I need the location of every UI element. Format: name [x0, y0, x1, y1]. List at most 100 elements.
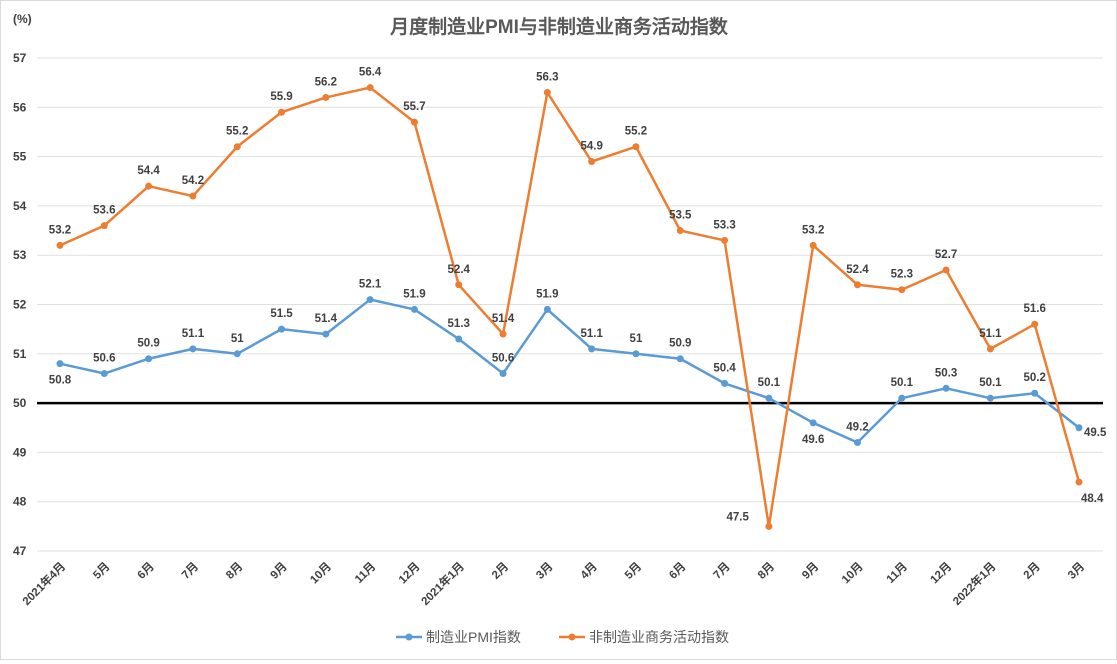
data-label: 55.9 — [270, 91, 292, 103]
data-label: 50.2 — [1024, 372, 1046, 384]
series-line — [59, 86, 1081, 528]
x-tick-label: 2021年4月 — [19, 559, 68, 608]
data-point — [721, 236, 729, 244]
x-tick-label: 12月 — [396, 560, 422, 586]
series-1: 53.2 53.6 54.4 54.2 55.2 55.9 56.2 56.4 55.7 52.4… — [49, 67, 1104, 530]
y-tick-label: 53 — [13, 248, 27, 262]
data-label: 51 — [231, 333, 244, 345]
series-line — [59, 298, 1080, 444]
data-point — [56, 241, 64, 249]
data-label: 50.4 — [713, 362, 736, 374]
data-label: 50.1 — [758, 377, 781, 389]
data-point — [1075, 424, 1083, 432]
data-point — [676, 355, 684, 363]
y-tick-label: 55 — [13, 150, 27, 164]
x-tick-label: 5月 — [91, 560, 113, 582]
data-point — [322, 93, 330, 101]
data-point — [853, 439, 861, 447]
x-tick-label: 10月 — [308, 560, 334, 586]
data-point — [809, 241, 817, 249]
y-tick-label: 56 — [13, 100, 27, 114]
data-point — [588, 345, 596, 353]
data-point — [455, 281, 463, 289]
data-label: 49.2 — [846, 422, 868, 434]
data-label: 48.4 — [1081, 493, 1104, 505]
data-point — [765, 394, 773, 402]
data-label: 50.9 — [137, 338, 159, 350]
data-label: 49.5 — [1084, 427, 1107, 439]
y-axis-label: (%) — [13, 12, 32, 26]
data-point — [942, 266, 950, 274]
data-point — [986, 345, 994, 353]
data-label: 54.2 — [182, 175, 204, 187]
data-label: 52.4 — [448, 264, 471, 276]
data-label: 52.3 — [891, 269, 913, 281]
data-point — [632, 143, 640, 151]
data-label: 51.3 — [448, 318, 470, 330]
data-point — [676, 227, 684, 235]
y-tick-label: 52 — [13, 298, 27, 312]
x-tick-label: 2月 — [489, 560, 511, 582]
x-tick-label: 7月 — [179, 560, 201, 582]
data-label: 51.4 — [315, 313, 338, 325]
data-label: 50.1 — [891, 377, 914, 389]
data-label: 51.4 — [492, 313, 515, 325]
legend-label: 制造业PMI指数 — [426, 629, 521, 645]
legend-item-0: 制造业PMI指数 — [396, 629, 521, 645]
x-tick-label: 11月 — [352, 560, 378, 586]
x-tick-label: 10月 — [839, 560, 865, 586]
data-point — [1031, 389, 1039, 397]
data-point — [588, 158, 596, 166]
data-point — [100, 370, 108, 378]
data-label: 53.2 — [802, 224, 824, 236]
data-point — [455, 335, 463, 343]
series-0: 50.8 50.6 50.9 51.1 51 51.5 51.4 52.1 51.9 51.3 50… — [49, 279, 1107, 447]
data-label: 56.4 — [359, 67, 382, 79]
data-label: 51.1 — [182, 328, 205, 340]
data-label: 55.2 — [625, 126, 647, 138]
y-tick-label: 49 — [13, 445, 27, 459]
data-label: 51.1 — [580, 328, 603, 340]
data-label: 50.9 — [669, 338, 691, 350]
data-point — [898, 394, 906, 402]
x-tick-label: 2021年1月 — [418, 559, 467, 608]
data-label: 50.8 — [49, 375, 72, 387]
x-tick-label: 3月 — [534, 560, 556, 582]
data-point — [632, 350, 640, 358]
x-tick-label: 9月 — [799, 560, 821, 582]
data-label: 51.5 — [270, 308, 293, 320]
x-tick-label: 5月 — [622, 560, 644, 582]
data-point — [56, 360, 64, 368]
data-label: 53.2 — [49, 224, 71, 236]
legend-item-1: 非制造业商务活动指数 — [559, 629, 729, 645]
data-point — [278, 108, 286, 116]
data-point — [233, 350, 241, 358]
y-tick-label: 47 — [13, 544, 27, 558]
data-point — [189, 192, 197, 200]
x-tick-label: 12月 — [928, 560, 954, 586]
data-point — [942, 384, 950, 392]
data-point — [322, 330, 330, 338]
data-label: 50.6 — [492, 353, 514, 365]
data-label: 53.6 — [93, 205, 115, 217]
data-point — [543, 89, 551, 97]
data-point — [809, 419, 817, 427]
data-label: 53.3 — [713, 219, 735, 231]
data-label: 51.9 — [403, 288, 425, 300]
x-tick-label: 3月 — [1065, 560, 1087, 582]
data-point — [145, 355, 153, 363]
x-tick-label: 8月 — [223, 560, 245, 582]
data-label: 56.3 — [536, 72, 558, 84]
data-point — [410, 118, 418, 126]
data-point — [853, 281, 861, 289]
chart-title: 月度制造业PMI与非制造业商务活动指数 — [389, 15, 729, 38]
y-tick-label: 48 — [13, 495, 27, 509]
data-point — [721, 379, 729, 387]
y-tick-label: 54 — [13, 199, 27, 213]
data-point — [1075, 478, 1083, 486]
x-tick-label: 11月 — [884, 560, 910, 586]
data-label: 55.2 — [226, 126, 248, 138]
data-point — [366, 84, 374, 92]
data-label: 51.1 — [979, 328, 1002, 340]
